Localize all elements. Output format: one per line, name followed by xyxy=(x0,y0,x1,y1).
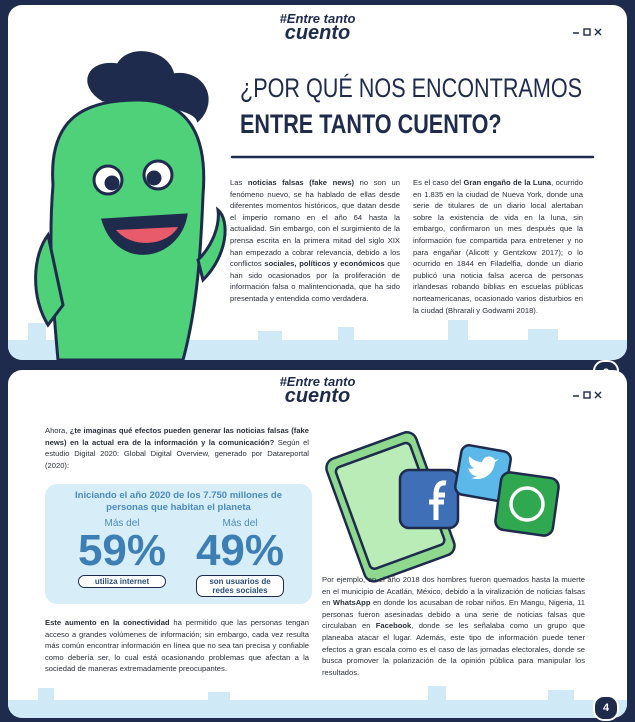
logo-top: #Entre tanto xyxy=(279,11,356,26)
text: Por ejemplo, en el año 2018 dos hombres … xyxy=(322,575,585,608)
text: Según el estudio Digital 2020: Global Di… xyxy=(45,437,309,470)
page-number: 4 xyxy=(593,695,619,721)
stats-heading: Iniciando el año 2020 de los 7.750 millo… xyxy=(75,490,282,513)
bold-text: noticias falsas (fake news) xyxy=(247,178,355,187)
paragraph: Por ejemplo, en el año 2018 dos hombres … xyxy=(322,574,585,678)
paragraph: Ahora, ¿te imaginas qué efectos pueden g… xyxy=(45,425,309,471)
text: Ahora, xyxy=(45,426,70,435)
slide-art xyxy=(8,28,627,360)
bold-text: Este aumento en la conectividad xyxy=(45,618,170,627)
paragraph: Este aumento en la conectividad ha permi… xyxy=(45,617,309,675)
logo-bottom: cuento xyxy=(284,385,351,407)
text: ha permitido que las personas tengan acc… xyxy=(45,618,309,674)
paragraph: Es el caso del Gran engaño de la Luna, o… xyxy=(413,177,583,316)
logo: #Entre tanto cuento xyxy=(8,11,627,44)
stat: Más del 49% son usuarios de redes social… xyxy=(185,518,295,597)
stats-box: Iniciando el año 2020 de los 7.750 millo… xyxy=(45,484,312,604)
bold-text: sociales, políticos y económicos xyxy=(264,259,385,269)
paragraph: Las noticias falsas (fake news) no son u… xyxy=(230,177,400,305)
text: , ocurrido en 1.835 en la ciudad de Nuev… xyxy=(413,178,584,315)
bold-text: WhatsApp xyxy=(332,598,371,608)
bold-text: ¿te imaginas qué efectos pueden generar … xyxy=(45,426,309,447)
slide-art xyxy=(8,391,627,718)
text: Es el caso del xyxy=(413,178,464,187)
text: que han sido ocasionados por la prolifer… xyxy=(230,259,400,303)
logo: #Entre tanto cuento xyxy=(8,374,627,407)
stat-value: 49% xyxy=(195,526,285,575)
stat: Más del 59% utiliza internet xyxy=(67,518,177,588)
slide: #Entre tanto cuento ¿POR QUÉ NOS ENCONTR… xyxy=(8,5,627,360)
window-controls xyxy=(573,391,602,399)
skyline xyxy=(8,686,627,718)
title-line: ¿POR QUÉ NOS ENCONTRAMOS xyxy=(240,73,583,103)
stat-prefix: Más del xyxy=(222,518,258,529)
bold-text: Gran engaño de la Luna xyxy=(463,178,552,187)
logo-top: #Entre tanto xyxy=(279,374,356,389)
stat-caption: utiliza internet xyxy=(78,575,166,588)
stat-caption: son usuarios de redes sociales xyxy=(196,575,284,597)
window-controls xyxy=(573,28,602,36)
bold-text: Facebook xyxy=(375,621,412,631)
text: , donde se les señalaba como un grupo qu… xyxy=(322,621,585,677)
stat-value: 59% xyxy=(77,526,167,575)
stat-prefix: Más del xyxy=(104,518,140,529)
title-line: ENTRE TANTO CUENTO? xyxy=(240,109,502,139)
text: en donde los acusaban de robar niños. En… xyxy=(322,598,585,631)
logo-bottom: cuento xyxy=(284,22,351,44)
slide: #Entre tanto cuento Ahora, ¿te imaginas … xyxy=(8,370,627,718)
text: Las xyxy=(230,178,248,187)
monster xyxy=(34,51,227,360)
text: no son un fenómeno nuevo, se ha hablado … xyxy=(230,178,400,269)
phone-illustration xyxy=(325,431,560,583)
